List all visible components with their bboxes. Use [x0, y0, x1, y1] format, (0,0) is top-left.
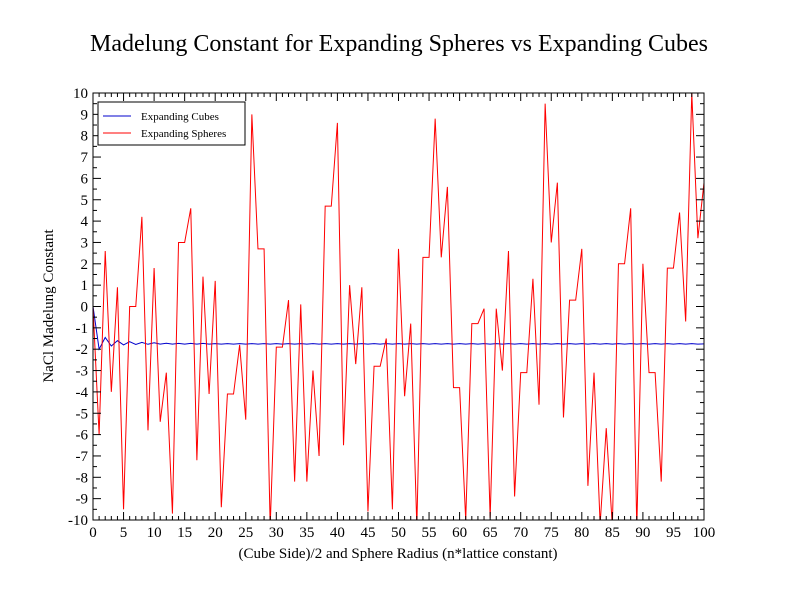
- legend-box: [97, 101, 246, 146]
- x-tick-label: 25: [238, 525, 253, 541]
- x-tick-label: 5: [120, 525, 128, 541]
- y-tick-label: 4: [81, 214, 89, 230]
- axis-ticks: [92, 92, 705, 521]
- x-tick-label: 20: [208, 525, 223, 541]
- y-tick-label: -9: [76, 492, 89, 508]
- y-tick-label: -8: [76, 470, 89, 486]
- x-tick-label: 65: [483, 525, 498, 541]
- y-tick-label: -6: [76, 428, 89, 444]
- y-tick-label: -7: [76, 449, 89, 465]
- y-tick-label: 6: [81, 171, 89, 187]
- chart-legend: Expanding Cubes Expanding Spheres: [97, 101, 246, 146]
- y-tick-label: -2: [76, 342, 89, 358]
- y-axis-label: NaCl Madelung Constant: [41, 229, 57, 383]
- series-line-expanding-cubes: [93, 306, 704, 351]
- x-tick-label: 35: [299, 525, 314, 541]
- x-tick-label: 15: [177, 525, 192, 541]
- y-tick-label: 5: [81, 193, 89, 209]
- x-tick-label: 75: [544, 525, 559, 541]
- x-tick-label: 80: [574, 525, 589, 541]
- x-tick-label: 45: [360, 525, 375, 541]
- x-tick-label: 60: [452, 525, 467, 541]
- plot-frame: [92, 92, 705, 521]
- y-tick-label: 8: [81, 129, 89, 145]
- y-tick-label: 7: [81, 150, 89, 166]
- x-tick-label: 90: [635, 525, 650, 541]
- chart-title: Madelung Constant for Expanding Spheres …: [90, 31, 708, 57]
- legend-label-expanding-cubes: Expanding Cubes: [141, 111, 219, 123]
- y-tick-label: 2: [81, 257, 89, 273]
- x-tick-label: 30: [269, 525, 284, 541]
- y-tick-label: 1: [81, 278, 89, 294]
- y-tick-label: 10: [73, 86, 88, 102]
- series-line-expanding-spheres: [93, 93, 704, 520]
- legend-label-expanding-spheres: Expanding Spheres: [141, 128, 226, 140]
- x-tick-label: 10: [147, 525, 162, 541]
- x-tick-label: 55: [422, 525, 437, 541]
- y-tick-label: -4: [76, 385, 89, 401]
- y-tick-label: -3: [76, 364, 89, 380]
- x-axis-label: (Cube Side)/2 and Sphere Radius (n*latti…: [238, 546, 557, 562]
- y-tick-label: 3: [81, 235, 89, 251]
- x-tick-label: 95: [666, 525, 681, 541]
- x-tick-label: 0: [89, 525, 97, 541]
- x-tick-label: 85: [605, 525, 620, 541]
- axis-tick-labels: 0 5 10 15 20 25 30 35 40 45 50 55 60 65 70 75 80 85 90 95 10…: [68, 86, 715, 541]
- x-tick-label: 70: [513, 525, 528, 541]
- y-tick-label: -10: [68, 513, 88, 529]
- y-tick-label: -1: [76, 321, 89, 337]
- plot-area: [93, 93, 704, 520]
- y-tick-label: 0: [81, 300, 89, 316]
- x-tick-label: 100: [693, 525, 716, 541]
- y-tick-label: -5: [76, 406, 89, 422]
- x-tick-label: 40: [330, 525, 345, 541]
- y-tick-label: 9: [81, 107, 89, 123]
- x-tick-label: 50: [391, 525, 406, 541]
